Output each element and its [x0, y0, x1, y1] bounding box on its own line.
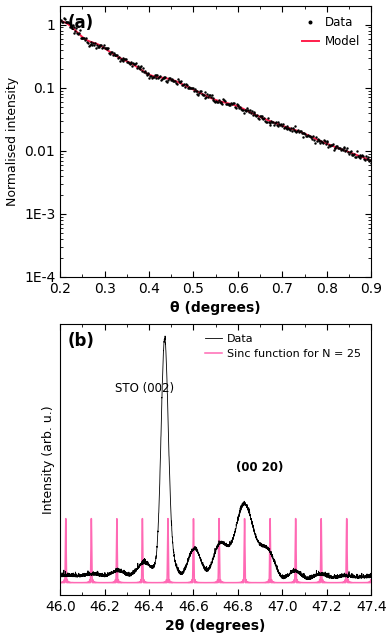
- Model: [58, 17, 63, 25]
- Sinc function for N = 25: [58, 578, 63, 586]
- Text: (b): (b): [68, 332, 95, 350]
- Sinc function for N = 25: [177, 579, 181, 587]
- Sinc function for N = 25: [279, 579, 284, 587]
- Model: [306, 132, 310, 139]
- Sinc function for N = 25: [244, 579, 249, 587]
- Model: [195, 88, 200, 95]
- Data: [369, 573, 374, 580]
- Model: [90, 38, 94, 46]
- Data: [62, 14, 66, 22]
- Line: Data: Data: [59, 17, 372, 164]
- Sinc function for N = 25: [314, 579, 318, 587]
- Sinc function for N = 25: [260, 579, 265, 587]
- Data: [58, 17, 63, 24]
- Line: Data: Data: [60, 336, 371, 580]
- Data: [242, 500, 247, 507]
- Data: [365, 153, 370, 161]
- Data: [205, 567, 209, 575]
- Sinc function for N = 25: [114, 520, 119, 527]
- Model: [183, 82, 188, 89]
- Data: [202, 95, 207, 102]
- Legend: Data, Sinc function for N = 25: Data, Sinc function for N = 25: [200, 329, 366, 364]
- Y-axis label: Normalised intensity: Normalised intensity: [5, 77, 18, 206]
- Line: Model: Model: [60, 21, 371, 161]
- Data: [345, 572, 350, 580]
- X-axis label: 2θ (degrees): 2θ (degrees): [165, 619, 266, 633]
- Data: [242, 106, 247, 114]
- Text: (a): (a): [68, 13, 94, 32]
- Model: [271, 119, 276, 127]
- Data: [58, 573, 63, 581]
- Data: [256, 537, 260, 545]
- Sinc function for N = 25: [293, 515, 298, 523]
- Text: STO (002): STO (002): [115, 381, 174, 394]
- Data: [369, 159, 374, 167]
- Data: [356, 153, 361, 160]
- Model: [369, 157, 374, 165]
- Data: [225, 100, 229, 108]
- Data: [163, 332, 167, 340]
- Data: [171, 538, 175, 546]
- Line: Sinc function for N = 25: Sinc function for N = 25: [60, 519, 371, 583]
- Model: [300, 129, 305, 137]
- X-axis label: θ (degrees): θ (degrees): [171, 302, 261, 315]
- Y-axis label: Intensity (arb. u.): Intensity (arb. u.): [42, 405, 54, 514]
- Text: (00 20): (00 20): [236, 461, 284, 473]
- Sinc function for N = 25: [369, 578, 374, 586]
- Legend: Data, Model: Data, Model: [297, 12, 365, 53]
- Data: [305, 576, 310, 583]
- Data: [123, 570, 127, 578]
- Data: [142, 68, 146, 76]
- Sinc function for N = 25: [290, 578, 295, 586]
